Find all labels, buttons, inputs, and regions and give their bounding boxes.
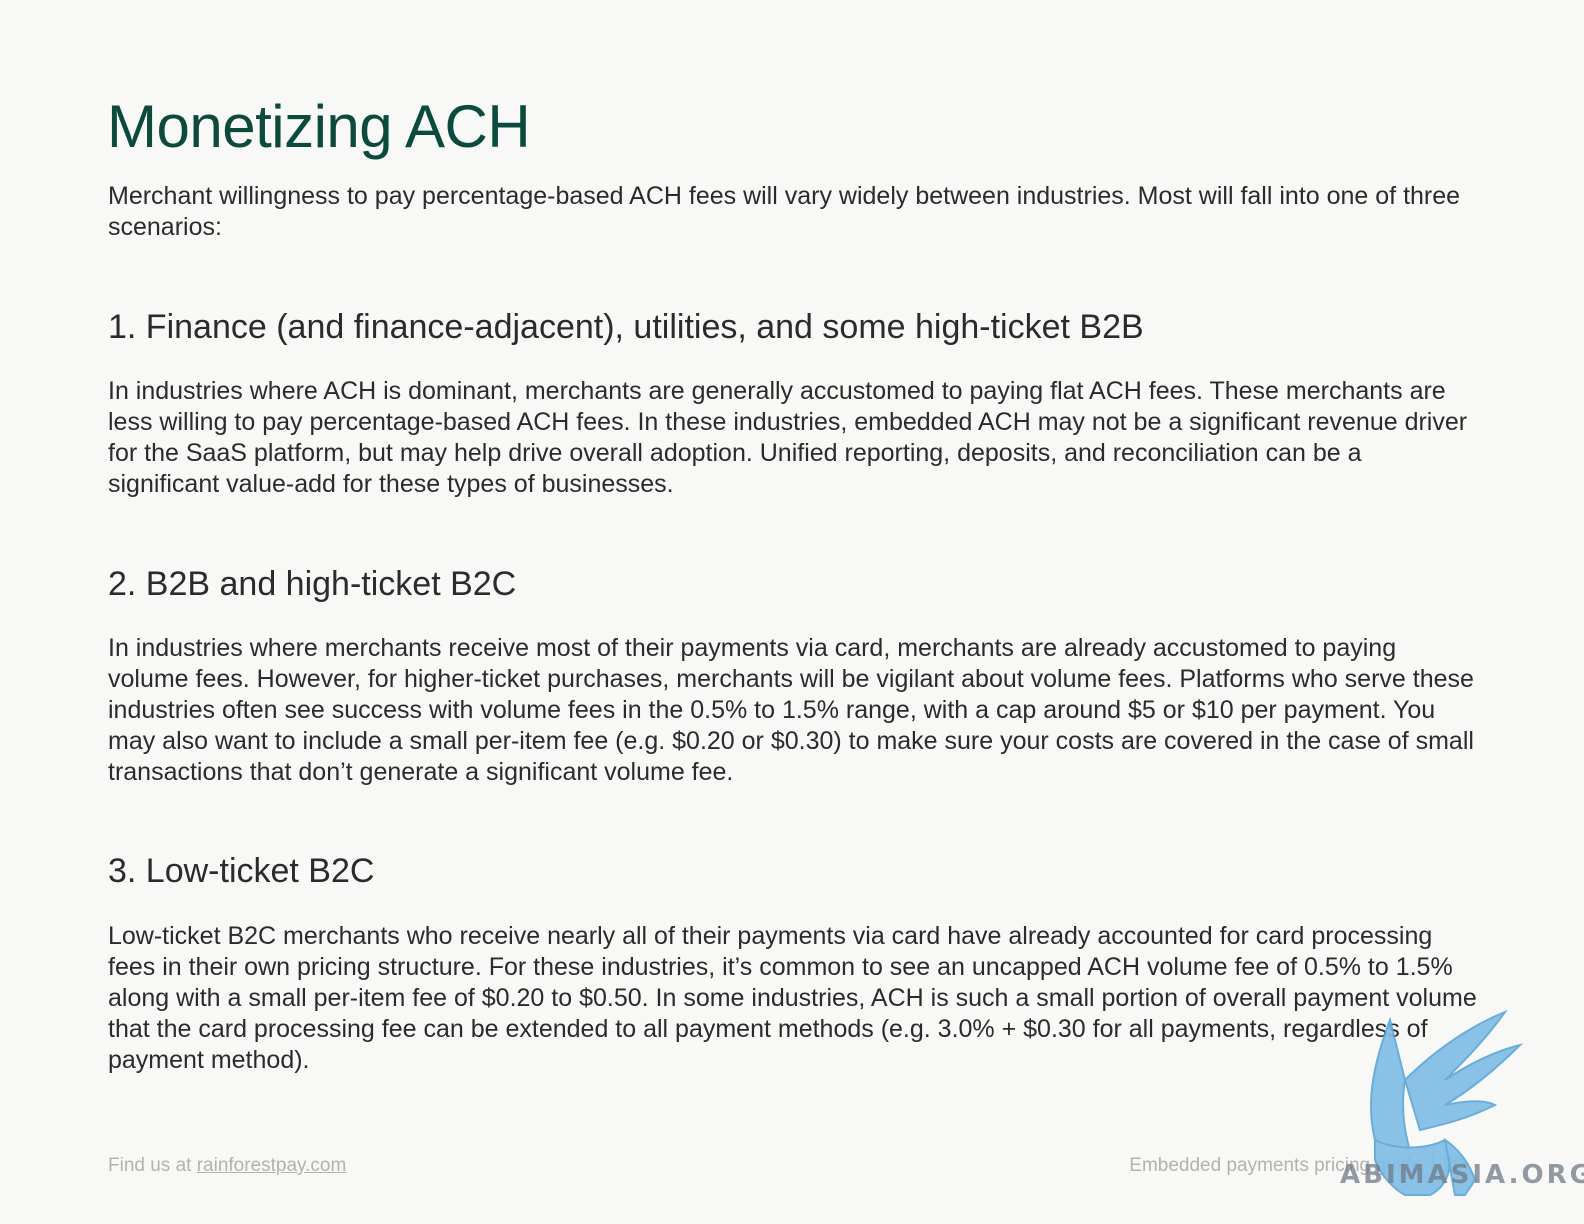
section-heading-1: 1. Finance (and finance-adjacent), utili… <box>108 308 1144 346</box>
watermark-text: ABIMASIA.ORG <box>1340 1160 1584 1190</box>
intro-paragraph: Merchant willingness to pay percentage-b… <box>108 182 1461 241</box>
section-body-1: In industries where ACH is dominant, mer… <box>108 377 1468 498</box>
section-heading-2: 2. B2B and high-ticket B2C <box>108 565 517 603</box>
section-body-3: Low-ticket B2C merchants who receive nea… <box>108 922 1477 1074</box>
footer-prefix: Find us at <box>108 1155 197 1176</box>
page-title: Monetizing ACH <box>107 93 531 160</box>
section-heading-3: 3. Low-ticket B2C <box>108 852 375 890</box>
footer-website-link[interactable]: rainforestpay.com <box>196 1155 347 1176</box>
section-body-2: In industries where merchants receive mo… <box>108 634 1474 786</box>
griffin-logo-icon <box>1370 1009 1524 1196</box>
footer-guide-title: Embedded payments pricing guide <box>1129 1155 1422 1176</box>
footer-contact: Find us at rainforestpay.com <box>108 1155 346 1177</box>
